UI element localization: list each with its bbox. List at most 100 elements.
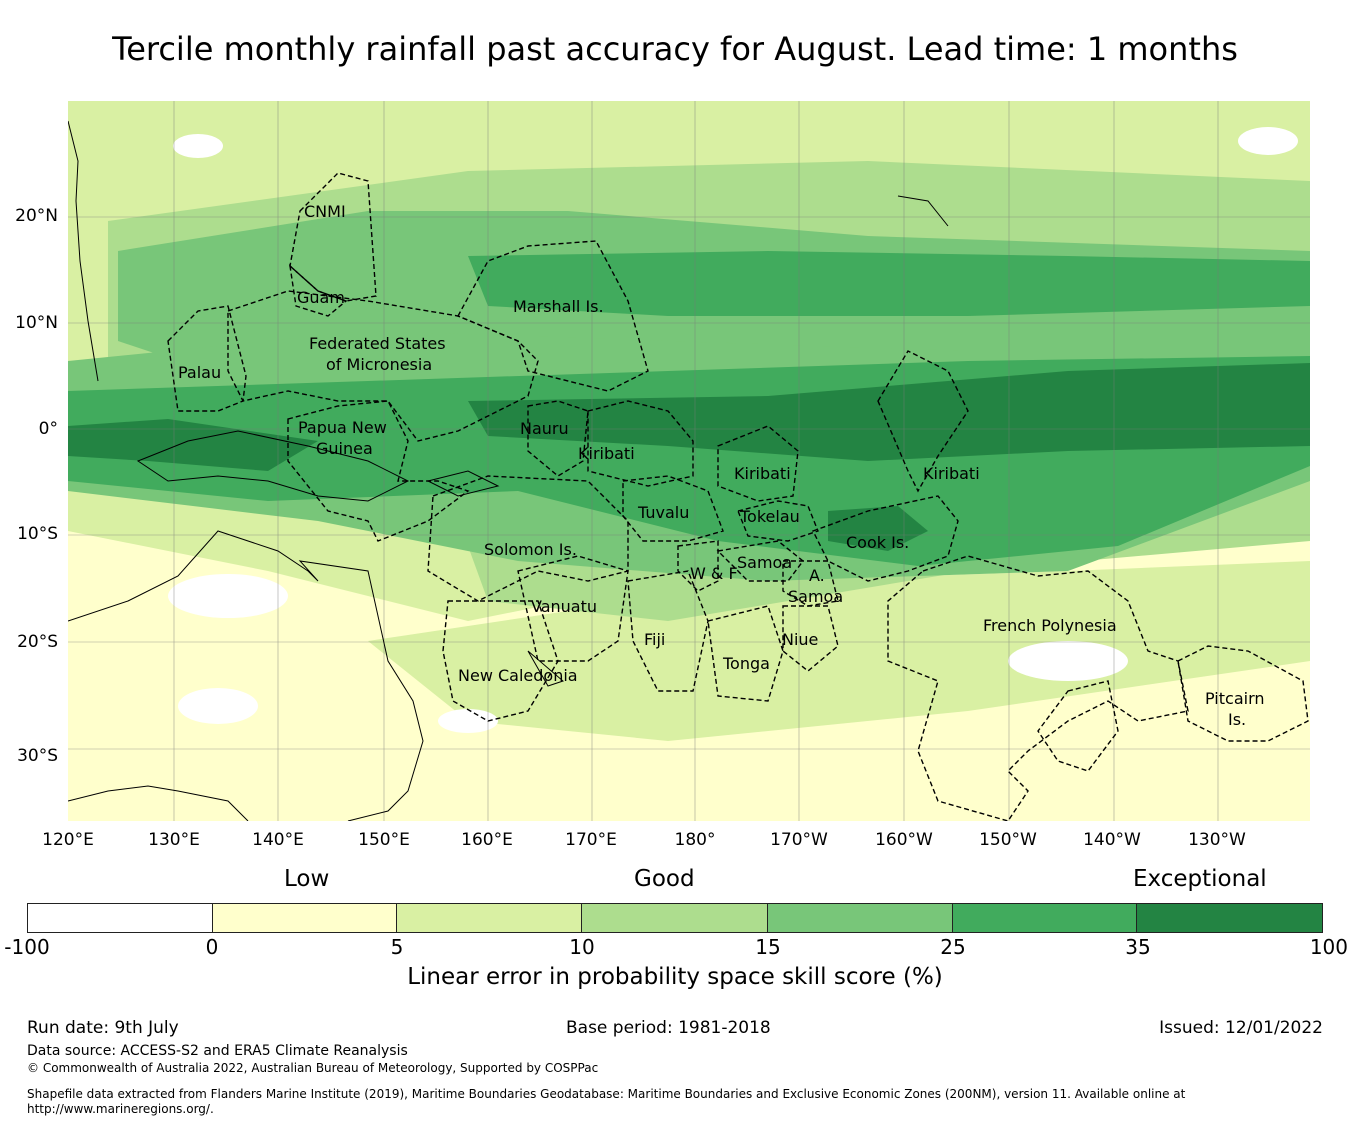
category-low: Low [284,866,330,892]
eez-tokelau [737,500,819,542]
map-svg [68,101,1310,821]
shapefile-url: http://www.marineregions.org/. [27,1102,214,1116]
region-label-kiribati-east: Kiribati [923,464,980,483]
region-label-new-caledonia: New Caledonia [458,666,578,685]
colorbar-segment [767,904,953,932]
region-label-fsm-1: Federated States [309,334,446,353]
region-label-solomon: Solomon Is. [484,540,577,559]
lon-label-180: 180° [674,830,716,850]
eez-niue [782,605,839,672]
eez-marshall [457,240,649,392]
region-label-niue: Niue [782,630,819,649]
lat-label-0: 0° [38,419,58,439]
region-label-vanuatu: Vanuatu [531,597,598,616]
region-label-pitcairn-2: Is. [1228,710,1247,729]
region-label-cnmi: CNMI [304,202,346,221]
colorbar-tick: 25 [940,935,966,959]
coastlines [68,120,949,821]
region-label-kiribati-west: Kiribati [578,444,635,463]
region-label-american-samoa-1: A. [809,566,825,585]
region-label-kiribati-central: Kiribati [734,464,791,483]
run-date: Run date: 9th July [27,1018,179,1038]
region-label-french-polynesia: French Polynesia [983,616,1117,635]
lon-label-140w: 140°W [1083,830,1141,850]
region-label-png-1: Papua New [298,418,387,437]
eez-fsm [227,290,539,442]
base-period: Base period: 1981-2018 [566,1018,771,1038]
skill-band-35-100 [68,363,1310,551]
region-label-palau: Palau [178,363,222,382]
eez-austral [1037,680,1119,772]
eez-kiribati-phoenix [717,425,799,502]
eez-cook-north [812,495,959,582]
eez-cnmi [289,172,377,302]
colorbar-tick: 5 [390,935,404,959]
colorbar-tick: 10 [569,935,595,959]
region-label-cook: Cook Is. [846,533,910,552]
lon-label-120e: 120°E [42,830,94,850]
eez-fiji [627,570,709,692]
category-good: Good [634,866,695,892]
region-label-marshall: Marshall Is. [513,297,604,316]
region-label-png-2: Guinea [316,439,373,458]
shapefile-note: Shapefile data extracted from Flanders M… [27,1087,1186,1101]
lat-label-10s: 10°S [17,524,58,544]
data-source: Data source: ACCESS-S2 and ERA5 Climate … [27,1043,408,1059]
lon-label-160e: 160°E [461,830,513,850]
colorbar-tick: 100 [1309,935,1348,959]
chart-title: Tercile monthly rainfall past accuracy f… [112,30,1238,68]
colorbar-tick: 35 [1125,935,1151,959]
lon-label-150w: 150°W [979,830,1037,850]
lon-label-130w: 130°W [1188,830,1246,850]
region-label-samoa: Samoa [737,553,793,572]
copyright: © Commonwealth of Australia 2022, Austra… [27,1061,599,1075]
lat-label-20s: 20°S [17,632,58,652]
region-label-fsm-2: of Micronesia [326,355,433,374]
eez-solomon [427,475,629,602]
lat-label-20n: 20°N [15,206,58,226]
eez-tonga [707,605,784,702]
skill-band-negative [168,127,1298,733]
issued-date: Issued: 12/01/2022 [1159,1018,1323,1038]
eez-boundaries [167,172,1309,821]
eez-wallis-futuna [677,540,719,592]
eez-kiribati-line [877,350,969,493]
lat-label-10n: 10°N [15,313,58,333]
colorbar-tick: 15 [755,935,781,959]
graticule [68,101,1310,821]
colorbar-segment [952,904,1138,932]
colorbar-tick: 0 [205,935,219,959]
eez-kiribati-gilbert [587,400,694,487]
colorbar-segment [1137,904,1323,932]
eez-french-polynesia [887,555,1189,821]
colorbar-segment [582,904,768,932]
region-label-wallis-futuna: W & F [690,564,738,583]
lon-label-140e: 140°E [252,830,304,850]
region-label-fiji: Fiji [644,630,666,649]
colorbar-segment [212,904,398,932]
colorbar-segment [28,904,213,932]
eez-vanuatu [517,555,629,662]
eez-pitcairn [1177,645,1309,742]
eez-samoa [716,540,804,582]
colorbar-tick: -100 [4,935,50,959]
region-label-nauru: Nauru [520,419,569,438]
region-label-american-samoa-2: Samoa [788,587,844,606]
region-label-pitcairn-1: Pitcairn [1205,689,1265,708]
lon-label-170e: 170°E [565,830,617,850]
region-label-tokelau: Tokelau [740,507,800,526]
colorbar-label: Linear error in probability space skill … [407,964,943,990]
category-exceptional: Exceptional [1133,866,1267,892]
lon-label-150e: 150°E [358,830,410,850]
eez-png [287,400,470,542]
eez-guam [289,264,348,317]
region-label-guam: Guam [297,288,345,307]
lon-label-160w: 160°W [875,830,933,850]
lon-label-130e: 130°E [148,830,200,850]
region-label-tuvalu: Tuvalu [638,503,690,522]
lon-label-170w: 170°W [770,830,828,850]
colorbar-segment [397,904,583,932]
skill-score-map: CNMI Guam Marshall Is. Federated States … [68,101,1310,821]
colorbar [27,903,1323,933]
eez-new-caledonia [442,600,559,722]
